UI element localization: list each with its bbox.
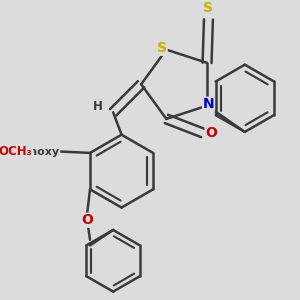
Text: S: S bbox=[157, 41, 167, 55]
Text: N: N bbox=[202, 97, 214, 111]
Text: O: O bbox=[205, 126, 217, 140]
Text: H: H bbox=[93, 100, 103, 113]
Text: OCH₃: OCH₃ bbox=[0, 145, 33, 158]
Text: O: O bbox=[81, 213, 93, 227]
Text: O: O bbox=[44, 145, 55, 158]
Text: S: S bbox=[203, 1, 214, 15]
Text: methoxy: methoxy bbox=[5, 146, 60, 157]
